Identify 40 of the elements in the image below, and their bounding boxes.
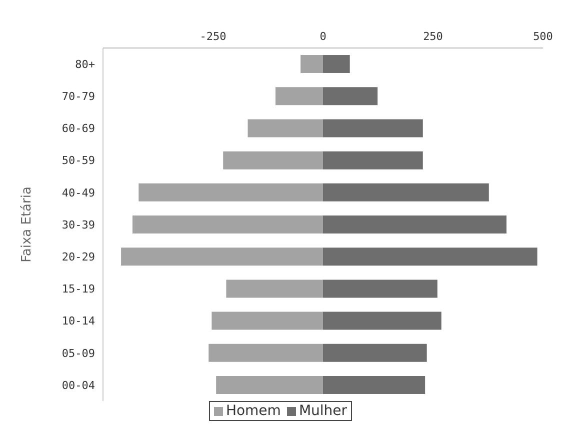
y-tick-label: 70-79 xyxy=(62,90,95,104)
y-tick-label: 05-09 xyxy=(62,346,95,360)
bar xyxy=(226,280,323,298)
bar xyxy=(323,87,378,106)
bar xyxy=(138,183,323,202)
y-tick-label: 10-14 xyxy=(62,314,96,328)
y-axis-title: Faixa Etária xyxy=(20,186,35,262)
bar xyxy=(323,280,438,298)
y-tick-label: 60-69 xyxy=(62,122,95,136)
y-tick-label: 30-39 xyxy=(62,218,95,232)
legend-label: Homem xyxy=(224,403,281,419)
bar xyxy=(300,55,323,74)
bar xyxy=(223,151,323,170)
y-tick-label: 40-49 xyxy=(62,186,95,200)
bar xyxy=(323,344,427,362)
legend-label: Mulher xyxy=(298,403,348,419)
y-tick-label: 20-29 xyxy=(62,250,95,264)
x-tick-label: -250 xyxy=(200,30,226,43)
x-tick-label: 250 xyxy=(423,30,443,43)
bar xyxy=(323,183,489,202)
x-tick-label: 0 xyxy=(320,30,326,43)
bar xyxy=(323,376,426,394)
bar xyxy=(323,216,506,234)
bar xyxy=(275,87,323,106)
y-tick-label: 80+ xyxy=(75,58,96,71)
y-tick-label: 50-59 xyxy=(62,154,95,168)
bar xyxy=(208,344,323,362)
bar xyxy=(216,376,323,394)
y-tick-label: 00-04 xyxy=(62,378,96,392)
bar xyxy=(323,55,350,74)
bar xyxy=(323,248,538,266)
bar xyxy=(248,119,323,138)
bar xyxy=(323,151,423,170)
bar xyxy=(323,119,423,138)
bar xyxy=(132,216,323,234)
bar xyxy=(323,312,442,330)
x-tick-label: 500 xyxy=(533,30,553,43)
bar xyxy=(121,248,323,266)
bar xyxy=(212,312,323,330)
y-tick-label: 15-19 xyxy=(62,282,95,296)
